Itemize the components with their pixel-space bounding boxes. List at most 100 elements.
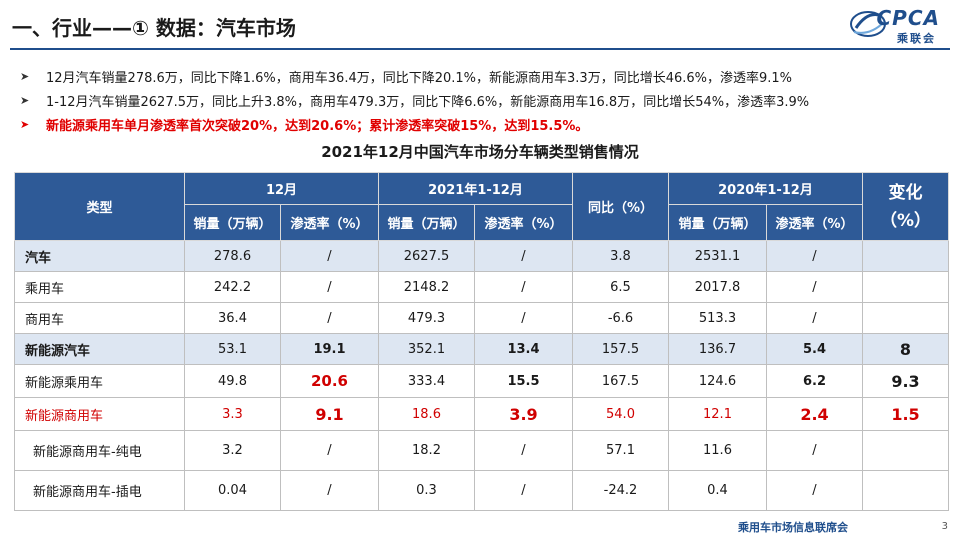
bullet-list: ➤ 12月汽车销量278.6万，同比下降1.6%，商用车36.4万，同比下降20… <box>20 64 950 136</box>
header-penetration: 渗透率（%） <box>766 204 863 241</box>
cell-dec-sales: 49.8 <box>184 364 281 398</box>
cell-dec-sales: 36.4 <box>184 302 281 334</box>
cell-yoy: 167.5 <box>572 364 669 398</box>
header-penetration: 渗透率（%） <box>474 204 573 241</box>
cell-change <box>862 271 949 303</box>
header-sales: 销量（万辆） <box>378 204 475 241</box>
cell-ytd-sales: 0.3 <box>378 470 475 511</box>
cell-change: 8 <box>862 333 949 365</box>
row-type: 商用车 <box>14 302 185 334</box>
cell-dec-pen: / <box>280 240 379 272</box>
cell-prev-sales: 2531.1 <box>668 240 767 272</box>
cell-ytd-sales: 333.4 <box>378 364 475 398</box>
cell-dec-pen: 19.1 <box>280 333 379 365</box>
header-sales: 销量（万辆） <box>184 204 281 241</box>
row-type: 新能源乘用车 <box>14 364 185 398</box>
logo-subtitle: 乘联会 <box>897 32 936 45</box>
cell-ytd-pen: / <box>474 302 573 334</box>
cell-prev-pen: / <box>766 430 863 471</box>
cell-prev-pen: / <box>766 470 863 511</box>
cell-ytd-pen: / <box>474 430 573 471</box>
cell-prev-pen: 5.4 <box>766 333 863 365</box>
header-type: 类型 <box>14 172 185 241</box>
bullet-text: 12月汽车销量278.6万，同比下降1.6%，商用车36.4万，同比下降20.1… <box>46 70 793 86</box>
cell-ytd-pen: / <box>474 470 573 511</box>
sales-table: 类型 12月 2021年1-12月 同比（%） 2020年1-12月 变化 （%… <box>14 172 949 511</box>
title-divider <box>10 48 950 50</box>
cell-dec-pen: / <box>280 430 379 471</box>
cell-ytd-sales: 18.2 <box>378 430 475 471</box>
table-row: 商用车 36.4 / 479.3 / -6.6 513.3 / <box>14 302 949 334</box>
cell-ytd-sales: 479.3 <box>378 302 475 334</box>
cell-dec-pen: 9.1 <box>280 397 379 431</box>
header-sales: 销量（万辆） <box>668 204 767 241</box>
cell-yoy: -24.2 <box>572 470 669 511</box>
table-row: 新能源商用车 3.3 9.1 18.6 3.9 54.0 12.1 2.4 1.… <box>14 397 949 431</box>
cell-dec-sales: 3.3 <box>184 397 281 431</box>
header-dec: 12月 <box>184 172 379 205</box>
header-penetration: 渗透率（%） <box>280 204 379 241</box>
header-change: 变化 （%） <box>862 172 949 241</box>
cell-yoy: 57.1 <box>572 430 669 471</box>
cell-yoy: 54.0 <box>572 397 669 431</box>
table-row: 新能源商用车-插电 0.04 / 0.3 / -24.2 0.4 / <box>14 470 949 511</box>
table-title: 2021年12月中国汽车市场分车辆类型销售情况 <box>321 143 639 161</box>
footer-org: 乘用车市场信息联席会 <box>738 521 848 534</box>
page-number: 3 <box>941 521 948 532</box>
cell-ytd-pen: / <box>474 271 573 303</box>
bullet-text: 新能源乘用车单月渗透率首次突破20%，达到20.6%；累计渗透率突破15%，达到… <box>46 118 589 134</box>
cell-prev-sales: 136.7 <box>668 333 767 365</box>
cell-ytd-sales: 18.6 <box>378 397 475 431</box>
cell-prev-sales: 513.3 <box>668 302 767 334</box>
cell-change <box>862 302 949 334</box>
cell-change: 9.3 <box>862 364 949 398</box>
row-type: 新能源汽车 <box>14 333 185 365</box>
logo-wordmark: CPCA <box>876 6 940 30</box>
arrow-bullet-icon: ➤ <box>20 93 30 107</box>
cell-change <box>862 240 949 272</box>
header-yoy: 同比（%） <box>572 172 669 241</box>
cell-ytd-pen: 15.5 <box>474 364 573 398</box>
header-change-line1: 变化 <box>888 182 923 203</box>
cell-prev-sales: 12.1 <box>668 397 767 431</box>
header-ytd2020: 2020年1-12月 <box>668 172 863 205</box>
cell-dec-sales: 0.04 <box>184 470 281 511</box>
cell-ytd-pen: 13.4 <box>474 333 573 365</box>
cell-ytd-pen: 3.9 <box>474 397 573 431</box>
cell-prev-pen: 6.2 <box>766 364 863 398</box>
cell-yoy: -6.6 <box>572 302 669 334</box>
cell-change <box>862 470 949 511</box>
cell-dec-pen: / <box>280 271 379 303</box>
cell-ytd-sales: 352.1 <box>378 333 475 365</box>
table-row: 乘用车 242.2 / 2148.2 / 6.5 2017.8 / <box>14 271 949 303</box>
cell-ytd-sales: 2627.5 <box>378 240 475 272</box>
page-title: 一、行业——① 数据：汽车市场 <box>12 16 296 40</box>
cell-prev-sales: 2017.8 <box>668 271 767 303</box>
arrow-bullet-icon: ➤ <box>20 117 30 131</box>
row-type: 新能源商用车 <box>14 397 185 431</box>
table-row: 新能源汽车 53.1 19.1 352.1 13.4 157.5 136.7 5… <box>14 333 949 365</box>
table-row: 汽车 278.6 / 2627.5 / 3.8 2531.1 / <box>14 240 949 272</box>
cell-ytd-sales: 2148.2 <box>378 271 475 303</box>
header-change-line2: （%） <box>879 210 932 231</box>
bullet-text: 1-12月汽车销量2627.5万，同比上升3.8%，商用车479.3万，同比下降… <box>46 94 810 110</box>
cell-dec-pen: / <box>280 302 379 334</box>
row-type: 新能源商用车-插电 <box>14 470 185 511</box>
arrow-bullet-icon: ➤ <box>20 69 30 83</box>
bullet-item: ➤ 1-12月汽车销量2627.5万，同比上升3.8%，商用车479.3万，同比… <box>20 88 950 112</box>
cell-dec-pen: / <box>280 470 379 511</box>
cell-prev-pen: 2.4 <box>766 397 863 431</box>
cell-dec-sales: 278.6 <box>184 240 281 272</box>
cell-dec-sales: 3.2 <box>184 430 281 471</box>
cell-prev-sales: 0.4 <box>668 470 767 511</box>
bullet-item-highlight: ➤ 新能源乘用车单月渗透率首次突破20%，达到20.6%；累计渗透率突破15%，… <box>20 112 950 136</box>
cell-prev-pen: / <box>766 302 863 334</box>
table-row: 新能源乘用车 49.8 20.6 333.4 15.5 167.5 124.6 … <box>14 364 949 398</box>
header-ytd2021: 2021年1-12月 <box>378 172 573 205</box>
row-type: 汽车 <box>14 240 185 272</box>
cell-change: 1.5 <box>862 397 949 431</box>
cell-ytd-pen: / <box>474 240 573 272</box>
cell-yoy: 3.8 <box>572 240 669 272</box>
row-type: 新能源商用车-纯电 <box>14 430 185 471</box>
table-row: 新能源商用车-纯电 3.2 / 18.2 / 57.1 11.6 / <box>14 430 949 471</box>
